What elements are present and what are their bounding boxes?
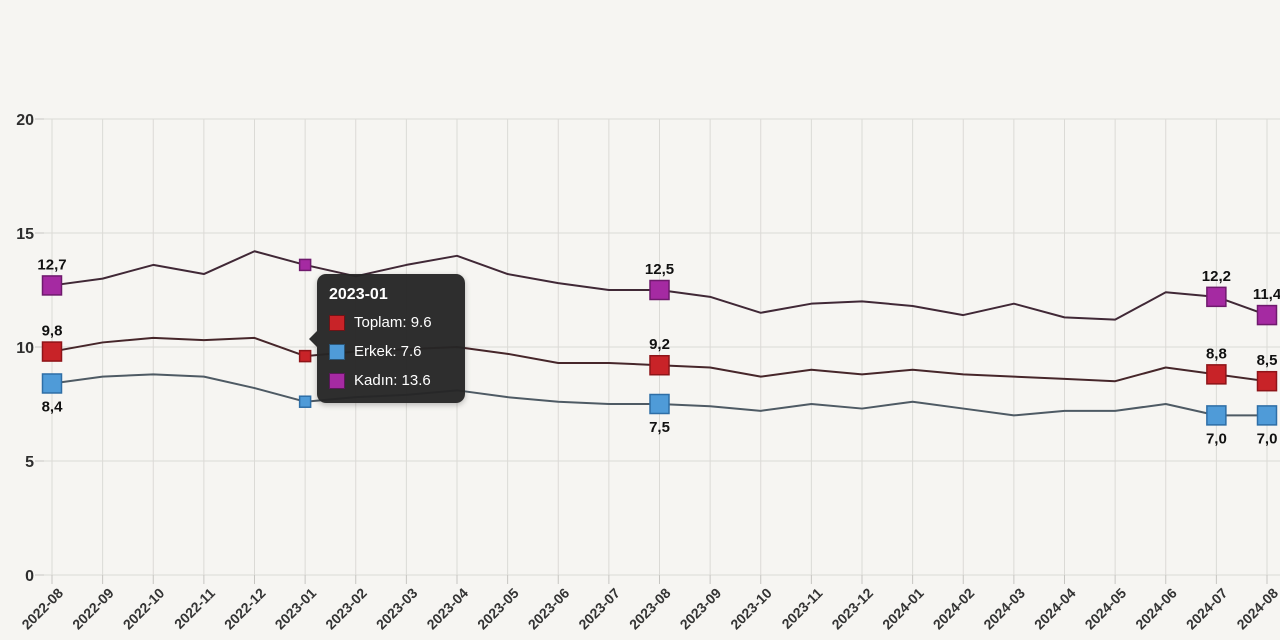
tooltip-title: 2023-01: [329, 286, 388, 303]
chart-tooltip: 2023-01 Toplam: 9.6 Erkek: 7.6 Kadın: 13…: [309, 274, 465, 403]
x-tick-label: 2023-06: [525, 585, 573, 633]
toplam-data-label: 8,5: [1257, 352, 1278, 369]
kadin-point-2022-08[interactable]: [41, 275, 63, 296]
x-tick-label: 2024-01: [879, 585, 927, 633]
erkek-data-label: 7,5: [649, 419, 670, 436]
toplam-point-2024-08[interactable]: [1256, 370, 1278, 392]
erkek-data-label: 8,4: [42, 398, 64, 415]
tooltip-row-kadin: Kadın: 13.6: [329, 371, 453, 391]
y-tick-label: 10: [16, 340, 34, 357]
x-tick-label: 2023-02: [322, 585, 370, 633]
tooltip-row-erkek: Erkek: 7.6: [329, 342, 453, 362]
kadin-point-2024-08[interactable]: [1256, 304, 1278, 326]
erkek-data-label: 7,0: [1206, 430, 1227, 447]
erkek-point-2024-07[interactable]: [1206, 405, 1227, 426]
kadin-data-label: 12,2: [1202, 268, 1231, 285]
toplam-data-label: 8,8: [1206, 345, 1227, 362]
toplam-data-label: 9,2: [649, 336, 670, 353]
toplam-markers: 9,8 9,2 8,8 8,5: [41, 323, 1278, 392]
toplam-point-2022-08[interactable]: [41, 341, 63, 362]
x-tick-label: 2022-12: [221, 585, 269, 633]
toplam-data-label: 9,8: [42, 323, 63, 340]
x-tick-label: 2023-03: [373, 585, 421, 633]
x-axis-labels: 2022-08 2022-09 2022-10 2022-11 2022-12 2023-…: [18, 585, 1280, 633]
x-tick-label: 2023-09: [677, 585, 725, 633]
erkek-point-2023-08[interactable]: [649, 393, 670, 415]
kadin-point-2024-07[interactable]: [1206, 286, 1227, 308]
toplam-point-2024-07[interactable]: [1206, 364, 1227, 385]
kadin-point-2023-08[interactable]: [649, 279, 670, 301]
x-tick-label: 2022-09: [69, 585, 117, 633]
tooltip-toplam-value: Toplam: 9.6: [354, 314, 432, 331]
toplam-point-2023-01[interactable]: [298, 349, 312, 363]
x-tick-label: 2024-07: [1183, 585, 1231, 633]
y-tick-label: 0: [25, 568, 34, 585]
tooltip-kadin-value: Kadın: 13.6: [354, 372, 431, 389]
tooltip-erkek-value: Erkek: 7.6: [354, 343, 422, 360]
x-tick-label: 2023-10: [727, 585, 775, 633]
kadin-data-label: 12,7: [37, 256, 66, 273]
x-tick-label: 2022-08: [18, 585, 66, 633]
toplam-swatch-icon: [329, 315, 345, 331]
x-tick-label: 2024-03: [980, 585, 1028, 633]
y-tick-label: 5: [25, 454, 34, 471]
erkek-point-2023-01[interactable]: [298, 395, 312, 408]
x-tick-label: 2024-02: [930, 585, 978, 633]
x-tick-label: 2023-04: [423, 585, 471, 633]
x-tick-label: 2024-08: [1233, 585, 1280, 633]
kadin-swatch-icon: [329, 373, 345, 389]
erkek-point-2022-08[interactable]: [41, 373, 63, 394]
x-tick-label: 2023-12: [828, 585, 876, 633]
x-tick-label: 2023-05: [474, 585, 522, 633]
x-tick-label: 2024-04: [1031, 585, 1079, 633]
y-axis-labels: 0 5 10 15 20: [16, 112, 34, 585]
x-tick-label: 2022-10: [120, 585, 168, 633]
x-tick-label: 2023-11: [778, 585, 825, 632]
erkek-markers: 8,4 7,5 7,0 7,0: [41, 373, 1278, 447]
kadin-point-2023-01[interactable]: [298, 258, 312, 272]
erkek-swatch-icon: [329, 344, 345, 360]
y-tick-label: 20: [16, 112, 34, 129]
x-tick-label: 2023-01: [272, 585, 320, 633]
erkek-data-label: 7,0: [1257, 430, 1278, 447]
x-tick-label: 2024-05: [1082, 585, 1130, 633]
x-tick-label: 2023-07: [575, 585, 623, 633]
kadin-data-label: 12,5: [645, 261, 674, 278]
y-tick-label: 15: [16, 226, 34, 243]
erkek-point-2024-08[interactable]: [1256, 405, 1278, 426]
tooltip-caret-icon: [309, 330, 317, 347]
kadin-data-label: 11,4: [1253, 286, 1280, 303]
x-tick-label: 2023-08: [626, 585, 674, 633]
x-tick-label: 2024-06: [1132, 585, 1180, 633]
tooltip-row-toplam: Toplam: 9.6: [329, 313, 453, 333]
x-tick-label: 2022-11: [171, 585, 218, 632]
toplam-point-2023-08[interactable]: [649, 354, 670, 376]
kadin-markers: 12,7 12,5 12,2 11,4: [37, 256, 1280, 326]
